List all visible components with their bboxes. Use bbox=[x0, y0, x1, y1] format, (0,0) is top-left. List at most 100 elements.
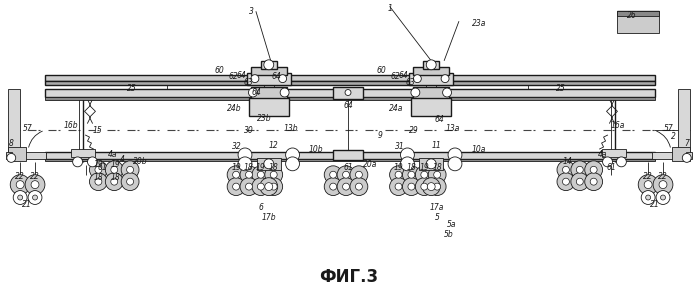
Circle shape bbox=[89, 161, 108, 179]
Text: 18: 18 bbox=[432, 163, 442, 172]
Text: 61: 61 bbox=[97, 163, 107, 172]
Circle shape bbox=[345, 90, 351, 96]
Circle shape bbox=[240, 178, 258, 195]
Circle shape bbox=[121, 161, 139, 179]
Circle shape bbox=[401, 148, 415, 162]
Circle shape bbox=[324, 166, 342, 184]
Bar bbox=[45, 81, 655, 85]
Bar bbox=[413, 86, 449, 99]
Circle shape bbox=[638, 175, 658, 195]
Circle shape bbox=[324, 178, 342, 195]
Circle shape bbox=[286, 148, 299, 162]
Text: 30: 30 bbox=[244, 126, 254, 135]
Circle shape bbox=[350, 166, 368, 184]
Circle shape bbox=[557, 173, 575, 190]
Text: 24a: 24a bbox=[389, 104, 404, 113]
Circle shape bbox=[265, 166, 282, 184]
Circle shape bbox=[260, 178, 278, 195]
Circle shape bbox=[337, 178, 355, 195]
Circle shape bbox=[428, 166, 446, 184]
Text: 18: 18 bbox=[407, 163, 417, 172]
Circle shape bbox=[110, 178, 117, 185]
Circle shape bbox=[240, 166, 258, 184]
Circle shape bbox=[426, 60, 436, 70]
Bar bbox=[617, 11, 659, 33]
Bar bbox=[249, 98, 289, 116]
Text: 4: 4 bbox=[120, 155, 124, 164]
Bar bbox=[6, 152, 12, 159]
Circle shape bbox=[95, 166, 102, 173]
Text: 19: 19 bbox=[394, 163, 403, 172]
Circle shape bbox=[646, 195, 651, 200]
Circle shape bbox=[25, 175, 45, 195]
Text: 64: 64 bbox=[272, 72, 282, 81]
Text: 17b: 17b bbox=[261, 213, 276, 222]
Text: 7: 7 bbox=[684, 139, 689, 148]
Circle shape bbox=[433, 171, 440, 178]
Circle shape bbox=[330, 183, 337, 190]
Circle shape bbox=[401, 157, 415, 171]
Circle shape bbox=[227, 178, 245, 195]
Circle shape bbox=[653, 175, 673, 195]
Bar bbox=[427, 159, 435, 181]
Text: 63: 63 bbox=[243, 78, 253, 87]
Bar bbox=[333, 86, 363, 99]
Circle shape bbox=[245, 171, 252, 178]
Circle shape bbox=[257, 183, 264, 190]
Bar bbox=[678, 88, 690, 158]
Circle shape bbox=[682, 154, 691, 162]
Circle shape bbox=[251, 75, 259, 83]
Circle shape bbox=[7, 154, 15, 162]
Text: 19: 19 bbox=[256, 163, 266, 172]
Circle shape bbox=[448, 157, 462, 171]
Bar bbox=[652, 152, 690, 159]
Circle shape bbox=[127, 166, 134, 173]
Circle shape bbox=[641, 190, 655, 205]
Circle shape bbox=[106, 173, 123, 190]
Circle shape bbox=[286, 157, 299, 171]
Text: 64: 64 bbox=[236, 71, 246, 80]
Text: 4a: 4a bbox=[108, 150, 117, 159]
Text: 62: 62 bbox=[391, 72, 401, 81]
Text: 5: 5 bbox=[435, 213, 440, 222]
Circle shape bbox=[448, 148, 462, 162]
Circle shape bbox=[350, 178, 368, 195]
Circle shape bbox=[89, 173, 108, 190]
Circle shape bbox=[110, 166, 117, 173]
Circle shape bbox=[571, 161, 589, 179]
Text: 5b: 5b bbox=[444, 230, 454, 239]
Bar bbox=[672, 147, 690, 161]
Circle shape bbox=[73, 157, 82, 167]
Text: 18: 18 bbox=[94, 173, 103, 182]
Circle shape bbox=[395, 183, 402, 190]
Circle shape bbox=[557, 161, 575, 179]
Bar bbox=[419, 158, 443, 170]
Circle shape bbox=[343, 171, 350, 178]
Circle shape bbox=[106, 161, 123, 179]
Bar bbox=[686, 152, 692, 159]
Text: 11: 11 bbox=[431, 141, 441, 149]
Circle shape bbox=[571, 173, 589, 190]
Bar bbox=[71, 149, 96, 157]
Bar bbox=[257, 158, 281, 170]
Bar bbox=[45, 88, 655, 98]
Text: 22: 22 bbox=[30, 172, 40, 181]
Bar bbox=[8, 88, 20, 158]
Bar bbox=[264, 85, 274, 88]
Circle shape bbox=[411, 88, 420, 97]
Bar bbox=[424, 61, 439, 69]
Circle shape bbox=[415, 166, 433, 184]
Circle shape bbox=[617, 157, 626, 167]
Text: 1: 1 bbox=[387, 4, 392, 13]
Text: 21: 21 bbox=[650, 200, 660, 209]
Circle shape bbox=[441, 75, 449, 83]
Text: 10b: 10b bbox=[309, 145, 324, 154]
Circle shape bbox=[279, 75, 287, 83]
Circle shape bbox=[280, 88, 289, 97]
Text: 13b: 13b bbox=[283, 124, 298, 133]
Bar bbox=[426, 85, 436, 88]
Circle shape bbox=[252, 178, 270, 195]
Circle shape bbox=[577, 166, 583, 173]
Text: 25: 25 bbox=[127, 84, 137, 93]
Circle shape bbox=[413, 75, 421, 83]
